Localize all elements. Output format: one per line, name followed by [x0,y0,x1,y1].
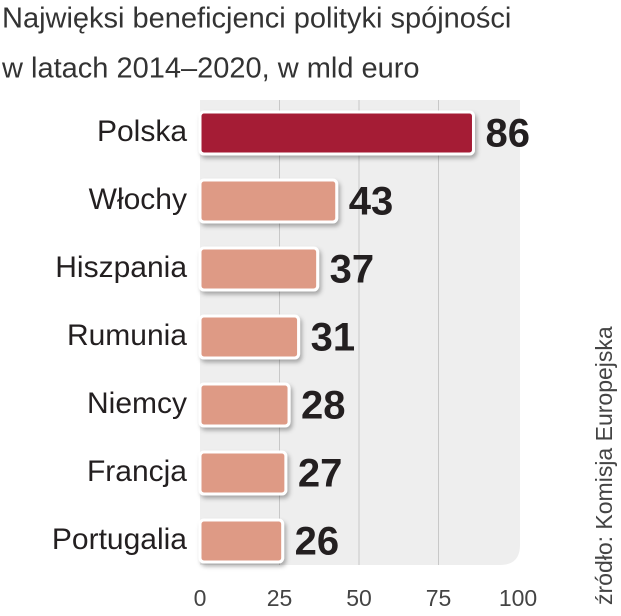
category-label: Rumunia [67,319,187,352]
bar [198,178,339,224]
value-label: 27 [298,452,343,496]
category-label: Niemcy [87,387,187,420]
source: źródło: Komisja Europejska [591,326,617,605]
category-label: Francja [87,455,187,488]
chart-title: Najwięksi beneficjenci polityki spójnośc… [2,3,511,35]
value-label: 28 [301,384,346,428]
value-label: 43 [349,180,394,224]
category-label: Portugalia [52,523,187,556]
bar [198,450,288,496]
category-label: Polska [97,115,187,148]
category-label: Włochy [89,183,187,216]
value-label: 37 [330,248,375,292]
bar [198,246,320,292]
bar [198,110,475,156]
value-label: 31 [311,316,356,360]
bar [198,314,301,360]
x-tick-label: 75 [426,585,452,611]
bar [198,382,291,428]
bar [198,518,285,564]
x-tick-label: 25 [267,585,293,611]
x-tick-label: 100 [499,585,537,611]
value-label: 26 [295,520,340,564]
chart-subtitle: w latach 2014–2020, w mld euro [1,53,420,85]
x-tick-label: 50 [346,585,372,611]
value-label: 86 [485,112,529,156]
category-label: Hiszpania [55,251,187,284]
x-tick-label: 0 [194,585,207,611]
